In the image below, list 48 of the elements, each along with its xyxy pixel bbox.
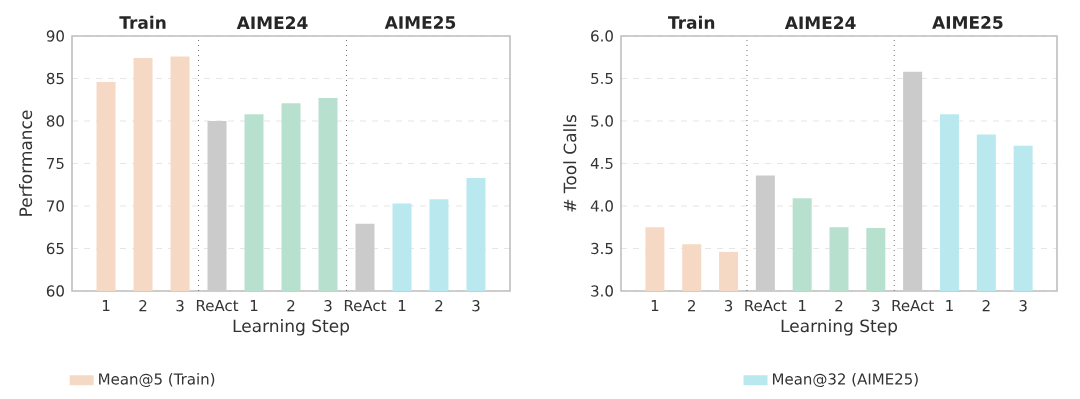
x-tick-label: ReAct [745, 300, 787, 312]
x-tick-label: 3 [176, 300, 184, 312]
y-tick-label: 3.0 [591, 285, 613, 297]
text: AIME24 [784, 16, 856, 29]
y-tick-label: 75 [47, 157, 64, 170]
x-tick-label: 3 [472, 300, 480, 312]
x-tick-label: ReAct [892, 300, 934, 312]
y-tick-label: 4.0 [590, 200, 613, 212]
x-tick-label: 3 [324, 300, 332, 312]
x-tick-label: 2 [688, 300, 695, 312]
x-axis-title: Learning Step [233, 319, 350, 336]
x-tick-label: ReAct [344, 300, 387, 312]
x-tick-label: ReAct [196, 300, 239, 312]
y-tick-label: 70 [47, 200, 64, 212]
y-tick-label: 80 [46, 115, 64, 127]
x-tick-label: 3 [1019, 300, 1027, 312]
x-tick-label: 2 [139, 300, 147, 312]
y-tick-label: 5.0 [591, 115, 613, 127]
x-tick-label: 2 [435, 300, 443, 312]
x-tick-label: 1 [250, 300, 258, 311]
x-tick-label: 2 [982, 300, 990, 312]
x-axis-title: Learning Step [781, 319, 898, 336]
x-tick-label: 1 [946, 300, 953, 311]
x-tick-label: 2 [835, 300, 843, 312]
x-tick-label: 1 [799, 300, 806, 311]
legend-label: Mean@32 (AIME25) [772, 373, 918, 388]
y-tick-label: 65 [46, 242, 64, 255]
x-tick-label: 1 [651, 300, 659, 311]
y-tick-label: 3.5 [591, 242, 613, 255]
text: Train [668, 15, 715, 29]
x-tick-label: 1 [102, 300, 110, 311]
text: AIME24 [236, 16, 308, 29]
text: Train [119, 15, 166, 29]
legend-label: Mean@5 (Train) [99, 373, 215, 388]
y-tick-label: 90 [46, 30, 64, 42]
y-tick-label: 6.0 [591, 30, 613, 42]
y-tick-label: 4.5 [590, 157, 613, 170]
x-tick-label: 3 [724, 300, 733, 312]
text: AIME25 [384, 16, 456, 29]
x-tick-label: 2 [287, 300, 295, 312]
x-tick-label: 3 [872, 300, 880, 312]
y-tick-label: 60 [46, 285, 64, 297]
y-axis-title: Performance [18, 110, 33, 216]
y-tick-label: 85 [46, 72, 64, 85]
y-tick-label: 5.5 [591, 72, 613, 85]
x-tick-label: 1 [398, 300, 406, 311]
text: AIME25 [932, 16, 1003, 29]
y-axis-title: # Tool Calls [563, 114, 577, 212]
